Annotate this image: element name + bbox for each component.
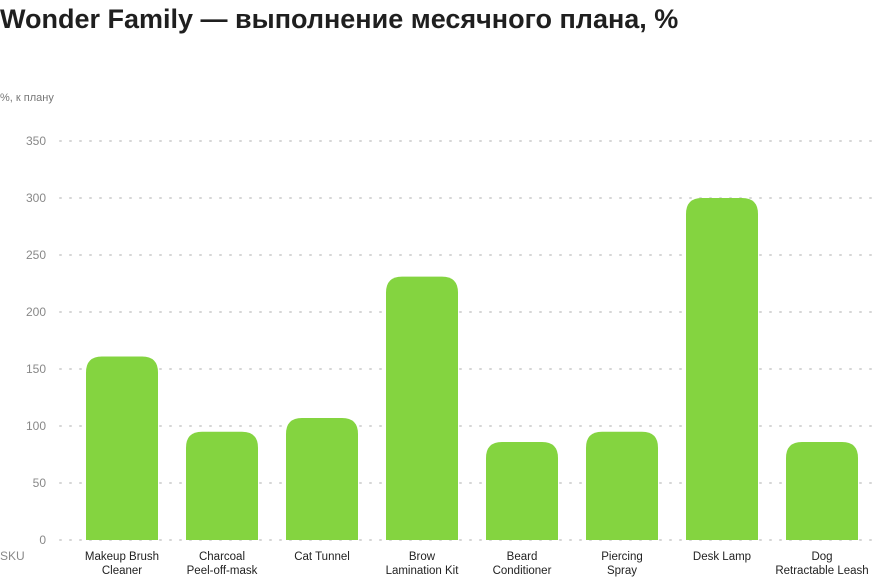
y-tick-label: 200 bbox=[26, 305, 46, 319]
x-tick-label: Charcoal bbox=[199, 551, 245, 563]
y-axis-label: %, к плану bbox=[0, 92, 54, 104]
y-tick-label: 350 bbox=[26, 134, 46, 148]
y-tick-label: 250 bbox=[26, 248, 46, 262]
chart-title: Wonder Family — выполнение месячного пла… bbox=[0, 4, 679, 34]
x-tick-label: Dog bbox=[811, 551, 832, 563]
x-tick-label: Peel-off-mask bbox=[187, 565, 258, 577]
x-tick-label: Spray bbox=[607, 565, 637, 577]
y-tick-label: 150 bbox=[26, 362, 46, 376]
bar bbox=[686, 198, 758, 540]
x-tick-label: Lamination Kit bbox=[386, 565, 460, 577]
bar bbox=[386, 276, 458, 540]
x-tick-label: Cleaner bbox=[102, 565, 142, 577]
bar bbox=[186, 431, 258, 540]
bar bbox=[486, 441, 558, 540]
y-tick-label: 50 bbox=[33, 476, 47, 490]
y-tick-label: 100 bbox=[26, 419, 46, 433]
bar bbox=[286, 418, 358, 540]
y-tick-label: 0 bbox=[39, 533, 46, 547]
y-tick-label: 300 bbox=[26, 191, 46, 205]
x-tick-label: Brow bbox=[409, 551, 436, 563]
bar bbox=[586, 431, 658, 540]
x-tick-label: Piercing bbox=[601, 551, 643, 563]
x-tick-label: Beard bbox=[507, 551, 538, 563]
x-tick-label: Makeup Brush bbox=[85, 551, 159, 563]
x-tick-label: Desk Lamp bbox=[693, 551, 751, 563]
bar bbox=[786, 441, 858, 540]
x-tick-label: Retractable Leash bbox=[775, 565, 868, 577]
x-tick-label: Cat Tunnel bbox=[294, 551, 350, 563]
x-tick-label: Conditioner bbox=[493, 565, 552, 577]
bar bbox=[86, 356, 158, 540]
x-axis-label: SKU bbox=[0, 549, 25, 563]
